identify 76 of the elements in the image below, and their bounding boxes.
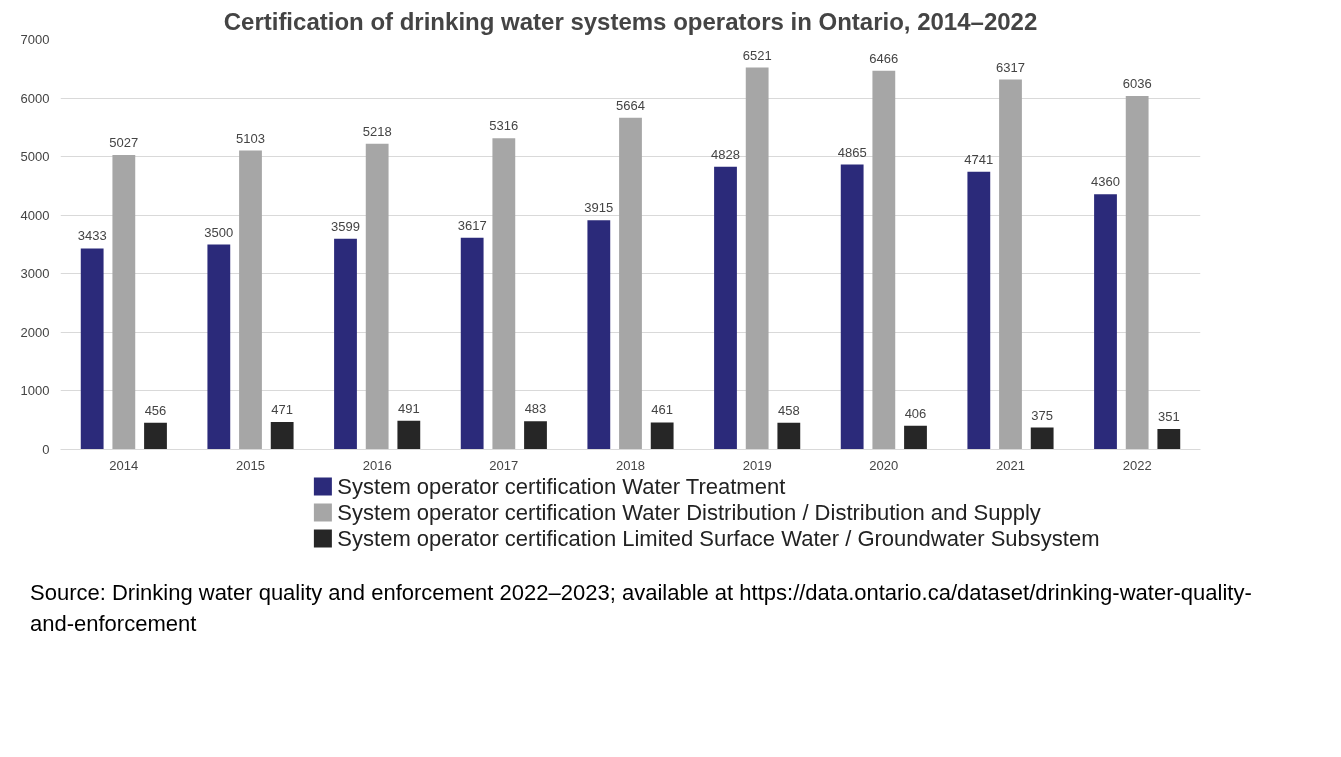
y-tick-label: 6000	[20, 90, 50, 106]
data-label: 406	[904, 405, 927, 421]
data-label: 4741	[964, 151, 994, 167]
bar	[112, 155, 136, 450]
data-label: 4828	[711, 146, 740, 162]
data-label: 461	[651, 402, 674, 418]
data-label: 4865	[837, 144, 867, 160]
data-label: 491	[397, 400, 420, 416]
data-label: 351	[1157, 408, 1180, 424]
y-tick-label: 2000	[20, 324, 50, 340]
data-label: 458	[777, 402, 800, 418]
x-tick-label: 2015	[236, 457, 265, 473]
y-tick-label: 0	[42, 442, 50, 457]
bar	[207, 244, 231, 450]
bar	[967, 171, 991, 450]
y-tick-label: 4000	[20, 207, 50, 223]
data-label: 5103	[236, 130, 265, 146]
bar	[492, 138, 516, 450]
data-label: 6521	[742, 47, 772, 63]
bar	[999, 79, 1022, 450]
y-tick-label: 5000	[20, 149, 50, 165]
bar	[714, 166, 737, 450]
x-tick-label: 2020	[869, 457, 899, 473]
data-label: 6466	[869, 50, 899, 66]
data-label: 3617	[457, 217, 487, 233]
source-note: Source: Drinking water quality and enforcement 2022–2023; available at https://data.ontario.ca/dataset/drinking-water-quality-and-enforcement	[30, 579, 1253, 639]
bar	[1030, 427, 1054, 450]
bar	[365, 143, 389, 450]
bar	[239, 150, 262, 450]
bar	[270, 421, 294, 450]
data-label: 5664	[616, 97, 645, 113]
bar	[334, 238, 357, 450]
x-tick-label: 2019	[742, 457, 772, 473]
legend-label: System operator certification Limited Surface Water / Groundwater Subsystem	[337, 526, 1100, 551]
x-tick-label: 2017	[489, 457, 519, 473]
y-tick-label: 1000	[20, 383, 50, 399]
bar	[1125, 95, 1149, 450]
bar	[587, 220, 611, 450]
x-tick-label: 2018	[616, 457, 645, 473]
bar	[144, 422, 167, 450]
bar	[80, 248, 104, 450]
x-tick-label: 2021	[996, 457, 1025, 473]
bar	[872, 70, 896, 450]
bar	[524, 421, 547, 450]
legend-label: System operator certification Water Treatment	[337, 474, 786, 499]
data-label: 5218	[362, 123, 392, 139]
bar	[904, 425, 927, 450]
bar	[777, 422, 801, 450]
bar	[840, 164, 864, 450]
data-label: 456	[144, 402, 167, 418]
legend-label: System operator certification Water Distribution / Distribution and Supply	[337, 500, 1041, 525]
bar	[619, 117, 642, 450]
data-label: 3433	[77, 228, 107, 244]
bar	[745, 67, 769, 450]
data-label: 375	[1031, 407, 1054, 423]
bar	[1094, 194, 1117, 450]
data-label: 6317	[996, 59, 1025, 75]
data-label: 3915	[584, 200, 614, 216]
data-label: 5316	[489, 118, 519, 134]
data-label: 471	[271, 401, 294, 417]
data-label: 5027	[109, 135, 139, 151]
bar	[650, 422, 674, 450]
data-label: 4360	[1091, 174, 1120, 190]
x-tick-label: 2014	[109, 457, 139, 473]
data-label: 3599	[331, 218, 360, 234]
data-label: 6036	[1122, 75, 1152, 91]
x-tick-label: 2016	[362, 457, 392, 473]
chart-title: Certification of drinking water systems operators in Ontario, 2014–2022	[223, 7, 1038, 35]
x-tick-label: 2022	[1122, 457, 1152, 473]
data-label: 483	[524, 401, 547, 417]
data-label: 3500	[204, 224, 234, 240]
y-tick-label: 7000	[20, 32, 50, 47]
bar	[1157, 428, 1181, 450]
y-tick-label: 3000	[20, 266, 50, 282]
bar	[460, 237, 484, 450]
bar	[397, 420, 421, 450]
